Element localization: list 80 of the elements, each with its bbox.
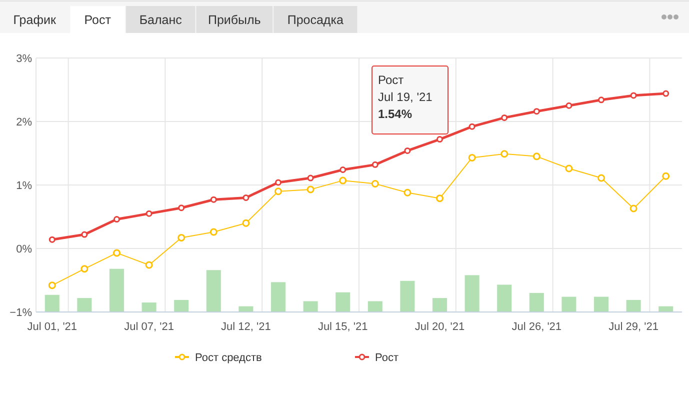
point xyxy=(114,216,120,223)
annotation: Рост xyxy=(378,73,404,87)
point xyxy=(662,172,670,180)
text: График xyxy=(13,13,56,27)
legend-label: Рост xyxy=(375,352,399,364)
y-tick-label: 0% xyxy=(16,244,32,256)
bar xyxy=(464,275,480,312)
point xyxy=(500,150,508,158)
point xyxy=(566,102,572,109)
point xyxy=(565,164,573,172)
point xyxy=(340,166,346,174)
point xyxy=(113,249,120,257)
point xyxy=(468,154,476,162)
text: Баланс xyxy=(139,13,182,27)
point xyxy=(146,210,152,217)
x-tick-label: Jul 29, '21 xyxy=(608,321,658,333)
bar xyxy=(109,268,124,312)
point xyxy=(48,236,56,243)
x-tick-label: Jul 07, '21 xyxy=(124,321,174,333)
x-tick-label: Jul 15, '21 xyxy=(318,321,368,333)
point xyxy=(501,114,508,121)
bar xyxy=(336,292,350,312)
point xyxy=(210,228,218,236)
x-tick-label: Jul 20, '21 xyxy=(414,321,465,333)
point xyxy=(630,92,637,99)
y-tick-label: −1% xyxy=(10,307,32,319)
x-tick-label: Jul 12, '21 xyxy=(221,321,271,333)
bar xyxy=(432,298,448,312)
bar xyxy=(44,294,60,312)
bar xyxy=(206,270,221,312)
point xyxy=(145,261,153,269)
point xyxy=(274,188,282,196)
y-tick-label: 2% xyxy=(16,116,32,128)
point xyxy=(598,96,604,104)
bar xyxy=(368,301,382,312)
bar xyxy=(562,296,576,312)
y-tick-label: 1% xyxy=(16,180,32,192)
legend-label: Рост средств xyxy=(195,352,262,364)
bar xyxy=(400,280,415,312)
point xyxy=(339,176,347,184)
text: Прибыль xyxy=(208,13,261,27)
point xyxy=(81,231,88,238)
bar xyxy=(270,282,286,312)
point xyxy=(307,174,314,182)
point xyxy=(372,161,378,168)
bar xyxy=(529,292,544,312)
bar xyxy=(174,300,189,312)
bar xyxy=(626,300,641,312)
point xyxy=(371,180,379,188)
text: Рост xyxy=(84,13,112,27)
point xyxy=(533,108,540,115)
bar xyxy=(497,284,512,312)
point xyxy=(242,194,250,201)
bar xyxy=(142,302,156,312)
bar xyxy=(594,296,609,312)
point xyxy=(178,234,186,242)
annotation: Jul 19, '21 xyxy=(378,90,433,104)
point xyxy=(48,282,56,290)
y-tick-label: 3% xyxy=(16,53,32,65)
point xyxy=(80,265,88,273)
point xyxy=(275,179,282,186)
point xyxy=(662,90,670,97)
point xyxy=(598,174,605,182)
bar xyxy=(303,301,318,312)
x-tick-label: Jul 26, '21 xyxy=(512,321,562,333)
point xyxy=(404,147,411,154)
point xyxy=(468,123,476,130)
point xyxy=(242,219,250,227)
text: Просадка xyxy=(287,13,344,27)
annotation: 1.54% xyxy=(378,107,412,121)
x-tick-label: Jul 01, '21 xyxy=(27,321,78,333)
point xyxy=(210,196,217,203)
point xyxy=(436,194,444,202)
point xyxy=(436,136,443,143)
point xyxy=(178,204,185,212)
bar xyxy=(77,298,92,312)
point xyxy=(404,188,412,196)
point xyxy=(306,186,314,194)
point xyxy=(630,204,638,212)
point xyxy=(532,152,540,160)
